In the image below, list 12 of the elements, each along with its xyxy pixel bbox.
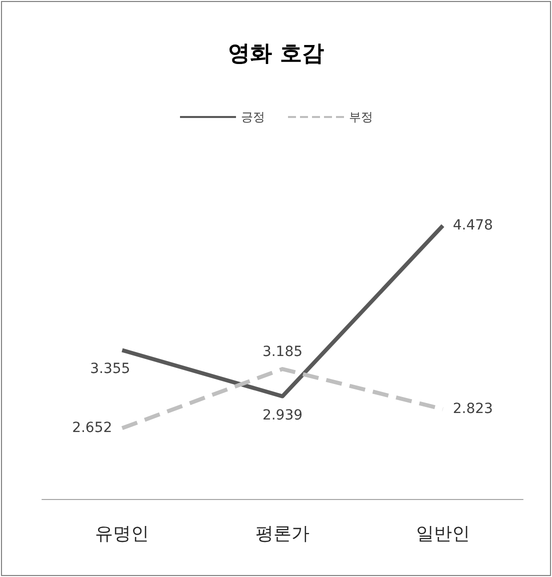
data-label: 3.355	[90, 361, 130, 378]
x-tick-label: 일반인	[416, 524, 470, 544]
data-label: 2.939	[262, 407, 303, 424]
legend-label: 부정	[349, 110, 373, 124]
legend-label: 긍정	[241, 110, 265, 124]
data-label: 4.478	[452, 218, 493, 234]
chart-title: 영화 호감	[228, 42, 324, 66]
data-label: 3.185	[262, 344, 303, 360]
x-tick-label: 평론가	[256, 524, 310, 544]
x-tick-label: 유명인	[95, 524, 150, 544]
data-label: 2.823	[452, 401, 493, 418]
data-label: 2.652	[72, 420, 112, 436]
